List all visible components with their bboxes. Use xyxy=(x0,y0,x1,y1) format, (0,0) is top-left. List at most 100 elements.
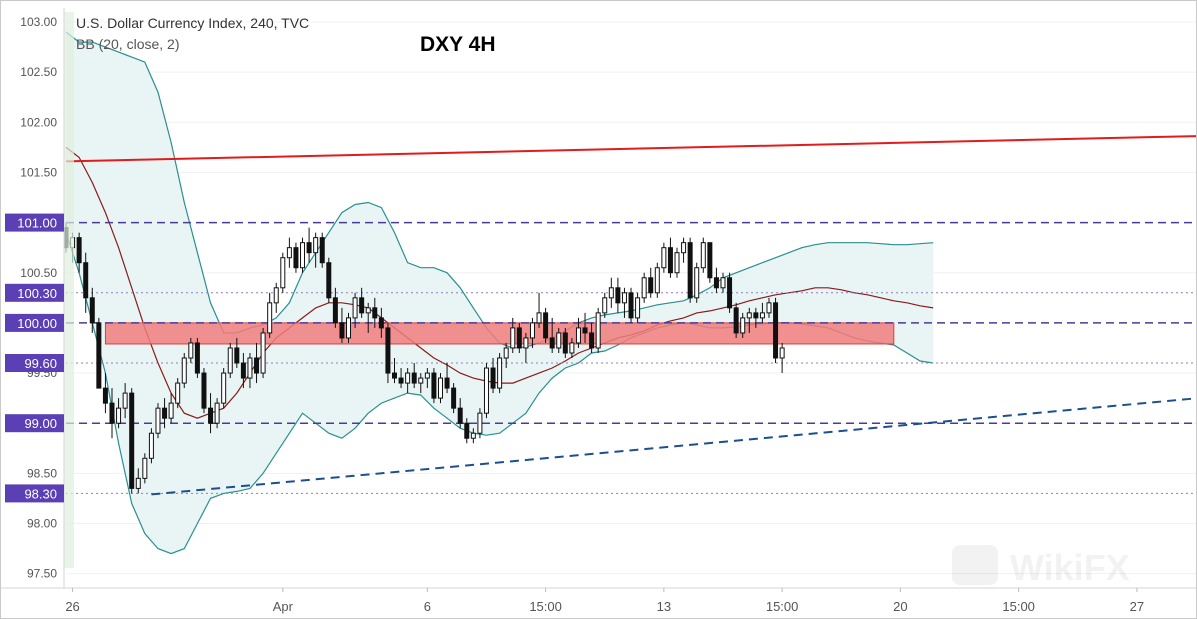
candle[interactable] xyxy=(556,332,562,349)
candle[interactable] xyxy=(109,402,115,424)
candle[interactable] xyxy=(201,372,207,409)
candle[interactable] xyxy=(234,347,240,364)
candle[interactable] xyxy=(700,242,706,269)
candle[interactable] xyxy=(392,372,397,379)
candle[interactable] xyxy=(155,407,161,434)
candle[interactable] xyxy=(365,307,371,314)
candle[interactable] xyxy=(582,327,588,334)
candle[interactable] xyxy=(378,317,384,329)
candle[interactable] xyxy=(713,277,719,289)
candle[interactable] xyxy=(122,392,128,409)
candle[interactable] xyxy=(667,247,673,274)
candle[interactable] xyxy=(641,277,647,299)
candle[interactable] xyxy=(503,347,509,359)
candle[interactable] xyxy=(208,407,214,424)
candle[interactable] xyxy=(549,337,555,349)
candle[interactable] xyxy=(470,432,476,439)
candle[interactable] xyxy=(418,377,424,384)
candle[interactable] xyxy=(595,312,601,349)
candle[interactable] xyxy=(654,267,660,294)
candle[interactable] xyxy=(575,327,581,344)
candle[interactable] xyxy=(181,357,187,384)
candle[interactable] xyxy=(753,312,759,319)
candle[interactable] xyxy=(89,297,95,324)
candle[interactable] xyxy=(398,377,404,384)
candle[interactable] xyxy=(339,322,345,339)
candle[interactable] xyxy=(346,317,352,339)
candle[interactable] xyxy=(148,432,154,459)
candle[interactable] xyxy=(332,297,338,324)
candle[interactable] xyxy=(293,247,299,269)
candle[interactable] xyxy=(615,287,621,304)
support-trendline[interactable] xyxy=(151,391,1197,496)
candle[interactable] xyxy=(608,287,614,299)
candle[interactable] xyxy=(635,297,641,319)
candle[interactable] xyxy=(372,307,378,319)
candle[interactable] xyxy=(720,277,726,289)
candle[interactable] xyxy=(516,327,522,349)
candle[interactable] xyxy=(300,242,306,269)
candle[interactable] xyxy=(490,367,496,389)
candle[interactable] xyxy=(175,382,181,404)
candle[interactable] xyxy=(188,342,194,359)
candle[interactable] xyxy=(483,367,489,414)
candle[interactable] xyxy=(733,307,739,334)
candle[interactable] xyxy=(194,342,200,374)
candle[interactable] xyxy=(628,292,634,319)
candle[interactable] xyxy=(523,337,529,349)
candle[interactable] xyxy=(779,347,785,359)
candlestick-series[interactable] xyxy=(63,222,785,494)
candle[interactable] xyxy=(543,312,549,339)
candle[interactable] xyxy=(221,372,227,404)
candle[interactable] xyxy=(267,302,273,334)
candle[interactable] xyxy=(385,327,391,374)
candle[interactable] xyxy=(457,407,463,424)
candle[interactable] xyxy=(116,407,122,424)
candle[interactable] xyxy=(306,242,312,254)
candle[interactable] xyxy=(589,332,595,349)
candle[interactable] xyxy=(247,357,253,379)
candle[interactable] xyxy=(773,302,779,359)
candle[interactable] xyxy=(76,237,82,264)
candle[interactable] xyxy=(694,267,700,299)
candle[interactable] xyxy=(142,457,148,479)
candle[interactable] xyxy=(529,322,535,339)
candle[interactable] xyxy=(96,322,102,389)
candle[interactable] xyxy=(759,312,765,319)
candle[interactable] xyxy=(562,332,568,354)
candle[interactable] xyxy=(405,372,411,384)
candle[interactable] xyxy=(280,257,286,289)
candle[interactable] xyxy=(424,372,430,379)
candle[interactable] xyxy=(129,392,135,489)
candle[interactable] xyxy=(260,332,266,374)
candle[interactable] xyxy=(444,377,450,389)
candle[interactable] xyxy=(766,302,772,314)
candle[interactable] xyxy=(273,287,279,304)
candle[interactable] xyxy=(621,292,627,304)
candle[interactable] xyxy=(477,412,483,434)
candle[interactable] xyxy=(102,387,108,404)
candle[interactable] xyxy=(83,262,89,299)
candle[interactable] xyxy=(326,262,332,299)
candle[interactable] xyxy=(214,402,220,424)
candle[interactable] xyxy=(536,312,542,324)
candle[interactable] xyxy=(497,357,503,389)
candle[interactable] xyxy=(451,387,457,409)
resistance-trendline[interactable] xyxy=(65,134,1197,163)
candle[interactable] xyxy=(135,477,141,489)
candle[interactable] xyxy=(352,297,358,319)
candle[interactable] xyxy=(602,297,608,314)
candle[interactable] xyxy=(510,327,516,349)
candle[interactable] xyxy=(162,407,168,419)
candle[interactable] xyxy=(359,297,365,314)
candle[interactable] xyxy=(661,247,667,269)
candle[interactable] xyxy=(411,372,417,384)
candle[interactable] xyxy=(746,312,752,319)
candle[interactable] xyxy=(727,277,733,309)
candle[interactable] xyxy=(313,237,319,254)
candle[interactable] xyxy=(687,242,693,299)
candle[interactable] xyxy=(240,362,246,379)
candle[interactable] xyxy=(464,422,470,439)
candle[interactable] xyxy=(286,247,292,259)
